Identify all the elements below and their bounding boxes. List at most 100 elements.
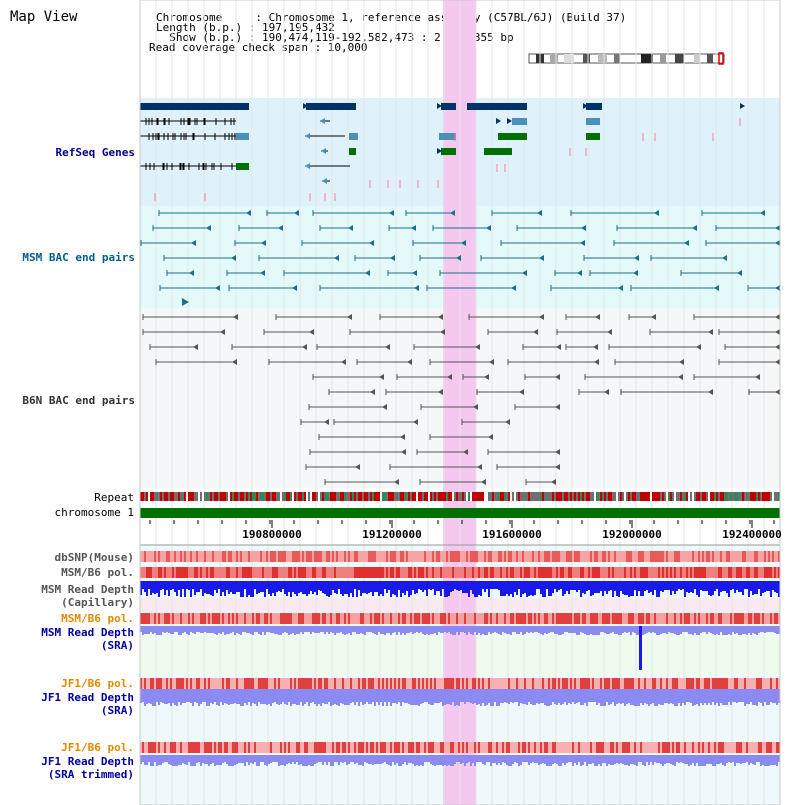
jf1-b6-pol-heat-cell — [596, 742, 598, 753]
msm-sra-depth-bar — [544, 626, 546, 633]
jf1-trim-depth-bar — [480, 755, 482, 762]
msm-b6-pol-heat-cell — [484, 613, 486, 624]
msm-b6-pol-heat-cell — [308, 567, 310, 578]
jf1-b6-pol-heat-cell — [634, 742, 636, 753]
track-label-dbsnp[interactable]: dbSNP(Mouse) — [54, 551, 134, 564]
repeat-block — [528, 492, 530, 501]
repeat-block — [732, 492, 734, 501]
jf1-b6-pol-heat-cell — [706, 742, 708, 753]
jf1-b6-pol-heat-cell — [730, 742, 732, 753]
jf1-b6-pol-heat-cell — [362, 742, 364, 753]
jf1-sra-depth-bar — [676, 689, 678, 706]
repeat-block — [618, 492, 620, 501]
msm-sra-depth-bar — [316, 626, 318, 633]
jf1-sra-depth-bar — [678, 689, 680, 703]
jf1-sra-depth-bar — [192, 689, 194, 706]
msm-b6-pol-heat-cell — [292, 567, 294, 578]
jf1-b6-pol-heat-cell — [642, 678, 644, 689]
msm-bac-end-marker — [692, 225, 697, 231]
msm-sra-depth-bar — [710, 626, 712, 633]
b6n-bac-end-marker — [775, 314, 780, 320]
jf1-sra-depth-bar — [508, 689, 510, 704]
jf1-b6-pol-heat-cell — [380, 742, 382, 753]
msm-b6-pol-heat-cell — [190, 567, 192, 578]
track-label-refseq[interactable]: RefSeq Genes — [55, 146, 135, 159]
msm-sra-depth-bar — [628, 626, 630, 632]
jf1-trim-depth-bar — [594, 755, 596, 766]
jf1-b6-pol-heat-cell — [716, 678, 718, 689]
dbsnp-heat-cell — [280, 551, 282, 562]
track-label-msm-read-depth-sra[interactable]: MSM Read Depth — [41, 626, 134, 639]
msm-b6-pol-heat-cell — [162, 613, 164, 624]
msm-b6-pol-heat-cell — [500, 567, 502, 578]
repeat-block — [738, 492, 740, 501]
dbsnp-heat-cell — [762, 551, 764, 562]
msm-sra-depth-bar — [616, 626, 618, 634]
track-label-repeat[interactable]: Repeat — [94, 491, 134, 504]
repeat-block — [294, 492, 296, 501]
dbsnp-heat-cell — [320, 551, 322, 562]
msm-sra-depth-bar — [778, 626, 780, 634]
track-label-msm-b6-pol-1[interactable]: MSM/B6 pol. — [61, 566, 134, 579]
track-label-msm-b6-pol-2[interactable]: MSM/B6 pol. — [61, 612, 134, 625]
b6n-bac-end-marker — [775, 344, 780, 350]
track-label-jf1-read-depth-sra[interactable]: JF1 Read Depth — [41, 691, 134, 704]
track-label-b6n-bac[interactable]: B6N BAC end pairs — [22, 394, 135, 407]
msm-b6-pol-heat-cell — [166, 613, 168, 624]
jf1-trim-depth-bar — [580, 755, 582, 766]
msm-b6-pol-heat-cell — [470, 613, 472, 624]
repeat-block — [762, 492, 764, 501]
jf1-trim-depth-bar — [574, 755, 576, 763]
dbsnp-heat-cell — [190, 551, 192, 562]
msm-sra-depth-bar — [382, 626, 384, 634]
msm-capillary-depth-bar — [462, 581, 464, 593]
track-label-msm-read-depth-cap[interactable]: MSM Read Depth — [41, 583, 134, 596]
msm-b6-pol-heat-cell — [700, 613, 702, 624]
jf1-trim-depth-bar — [602, 755, 604, 763]
track-label-jf1-read-depth-trim[interactable]: JF1 Read Depth — [41, 755, 134, 768]
repeat-block — [668, 492, 670, 501]
track-label-chromosome[interactable]: chromosome 1 — [54, 506, 134, 519]
track-label-msm-read-depth-cap-sub: (Capillary) — [61, 596, 134, 609]
msm-capillary-depth-bar — [416, 581, 418, 593]
track-label-msm-bac[interactable]: MSM BAC end pairs — [22, 251, 135, 264]
jf1-b6-pol-heat-cell — [568, 742, 570, 753]
dbsnp-heat-cell — [496, 551, 498, 562]
refseq-gene — [441, 148, 456, 155]
track-label-jf1-b6-pol-1[interactable]: JF1/B6 pol. — [61, 677, 134, 690]
msm-capillary-depth-bar — [638, 581, 640, 591]
msm-sra-depth-bar — [722, 626, 724, 635]
jf1-sra-depth-bar — [358, 689, 360, 706]
jf1-trim-depth-bar — [554, 755, 556, 763]
msm-capillary-depth-bar — [162, 581, 164, 589]
repeat-block — [348, 492, 350, 501]
jf1-b6-pol-heat-cell — [688, 742, 690, 753]
track-label-jf1-b6-pol-2[interactable]: JF1/B6 pol. — [61, 741, 134, 754]
msm-b6-pol-heat-cell — [200, 613, 202, 624]
msm-b6-pol-heat-cell — [658, 567, 660, 578]
msm-sra-depth-bar — [632, 626, 634, 632]
msm-sra-depth-bar — [452, 626, 454, 635]
jf1-trim-depth-bar — [336, 755, 338, 762]
msm-b6-pol-heat-cell — [232, 613, 234, 624]
msm-capillary-depth-bar — [600, 581, 602, 591]
msm-sra-depth-bar — [456, 626, 458, 632]
jf1-trim-depth-bar — [324, 755, 326, 762]
jf1-sra-depth-bar — [736, 689, 738, 703]
jf1-trim-depth-bar — [346, 755, 348, 765]
msm-capillary-depth-bar — [156, 581, 158, 593]
jf1-trim-depth-bar — [446, 755, 448, 766]
jf1-trim-depth-bar — [576, 755, 578, 765]
jf1-sra-depth-bar — [476, 689, 478, 705]
jf1-b6-pol-heat-cell — [454, 678, 456, 689]
msm-b6-pol-heat-cell — [540, 567, 542, 578]
msm-sra-depth-bar — [656, 626, 658, 635]
msm-capillary-depth-bar — [282, 581, 284, 589]
jf1-sra-depth-bar — [762, 689, 764, 706]
jf1-b6-pol-heat-cell — [702, 678, 704, 689]
jf1-sra-depth-bar — [240, 689, 242, 706]
jf1-b6-pol-heat-cell — [534, 678, 536, 689]
msm-sra-depth-bar — [180, 626, 182, 635]
b6n-bac-end-marker — [708, 329, 713, 335]
chromosome-ideogram[interactable] — [528, 52, 728, 66]
